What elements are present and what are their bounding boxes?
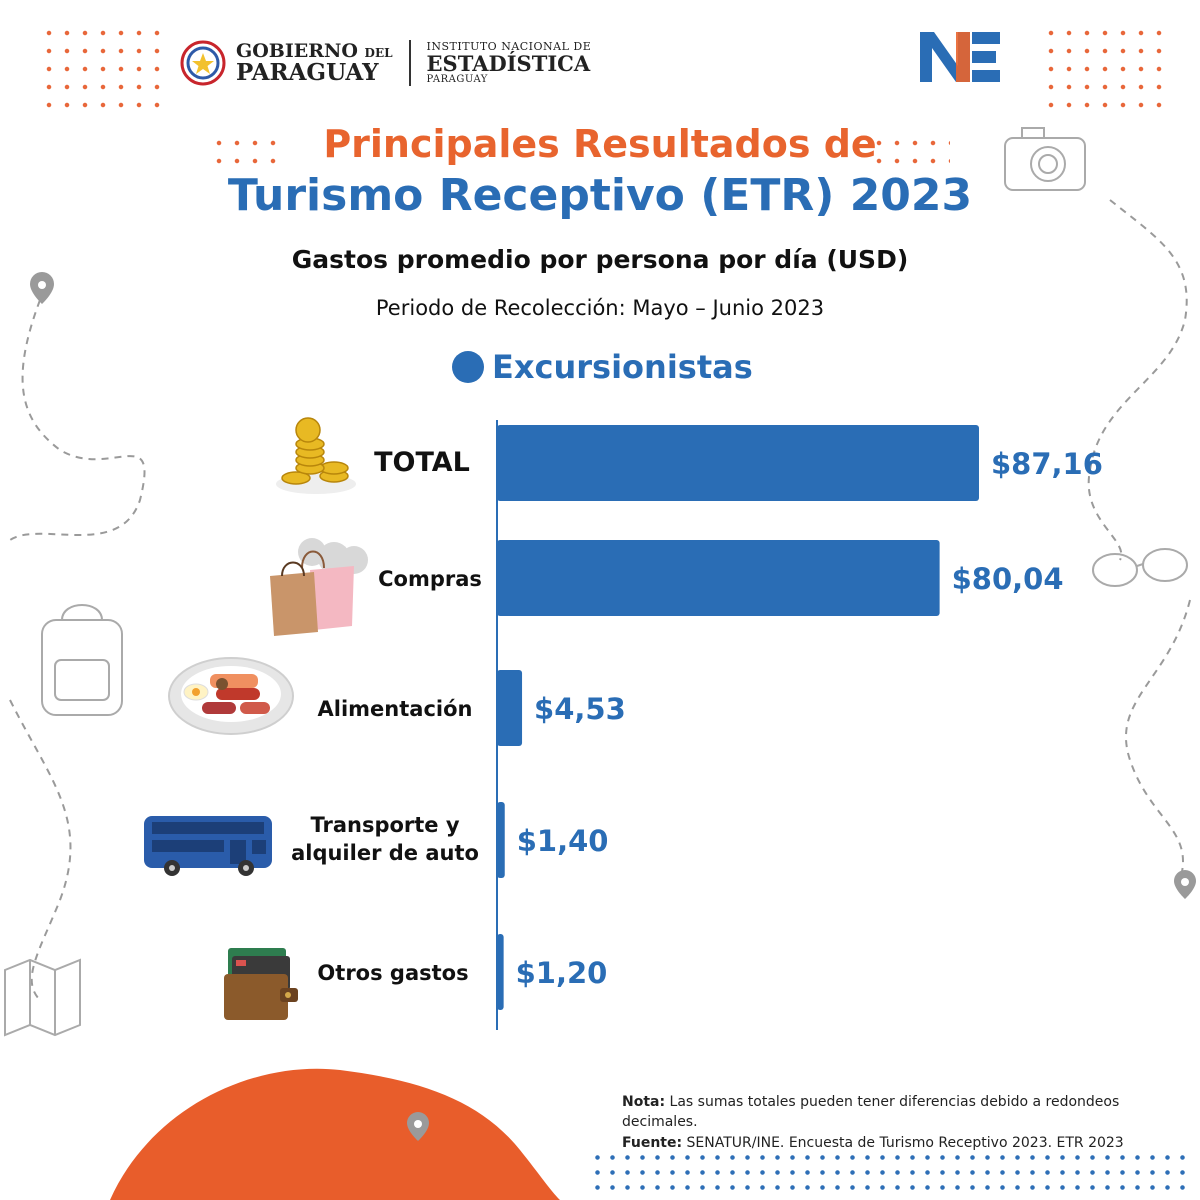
source-text: SENATUR/INE. Encuesta de Turismo Recepti… — [686, 1134, 1124, 1151]
value-label-4: $1,20 — [516, 956, 608, 990]
value-label-0: $87,16 — [991, 447, 1103, 481]
ine-line1: INSTITUTO NACIONAL DE — [426, 39, 592, 53]
dot-pattern-title-left — [210, 134, 278, 166]
category-label-2: Alimentación — [318, 697, 473, 721]
wallet-icon — [224, 948, 298, 1020]
series-legend: Excursionistas — [452, 348, 753, 386]
dot-pattern-top-right — [1042, 24, 1162, 110]
legend-label: Excursionistas — [492, 348, 753, 386]
category-label-4: Otros gastos — [317, 961, 468, 985]
bar-1 — [497, 540, 940, 616]
note-line: Nota: Las sumas totales pueden tener dif… — [622, 1092, 1182, 1133]
ine-line3: PARAGUAY — [426, 73, 488, 85]
ine-line2: ESTADÍSTICA — [426, 50, 591, 76]
bar-3 — [497, 802, 505, 878]
gobierno-del: DEL — [364, 46, 393, 60]
bar-2 — [497, 670, 523, 746]
bar-4 — [497, 934, 504, 1010]
title-line2: Turismo Receptivo (ETR) 2023 — [227, 170, 973, 221]
shopping-bags-icon — [270, 538, 368, 636]
title-line1: Principales Resultados de — [323, 122, 877, 166]
gobierno-logo-text: GOBIERNO DEL PARAGUAY — [236, 40, 393, 86]
note-text: Las sumas totales pueden tener diferenci… — [622, 1094, 1120, 1131]
bar-0 — [497, 425, 979, 501]
ine-logo-mark — [920, 32, 1000, 82]
paraguay-seal-icon — [180, 40, 226, 86]
food-plate-icon — [168, 657, 294, 735]
location-pin-icon — [30, 272, 54, 304]
chart-subtitle: Gastos promedio por persona por día (USD… — [291, 245, 909, 274]
dot-pattern-top-left — [40, 24, 160, 110]
dot-pattern-title-right — [870, 134, 950, 166]
gobierno-line2: PARAGUAY — [236, 59, 379, 86]
value-label-3: $1,40 — [517, 824, 609, 858]
value-label-1: $80,04 — [952, 562, 1064, 596]
dot-pattern-bottom — [590, 1150, 1190, 1198]
collection-period: Periodo de Recolección: Mayo – Junio 202… — [375, 296, 825, 320]
note-label: Nota: — [622, 1094, 666, 1110]
category-label-1: Compras — [378, 567, 482, 591]
bus-icon — [144, 816, 272, 876]
gobierno-line1: GOBIERNO — [236, 40, 358, 62]
category-label-0: TOTAL — [374, 447, 470, 478]
coins-icon — [276, 417, 356, 494]
ine-logo-text: INSTITUTO NACIONAL DE ESTADÍSTICA PARAGU… — [427, 41, 592, 85]
source-line: Fuente: SENATUR/INE. Encuesta de Turismo… — [622, 1133, 1182, 1153]
category-label-3: Transporte y alquiler de auto — [291, 813, 479, 865]
footer-notes: Nota: Las sumas totales pueden tener dif… — [622, 1092, 1182, 1153]
source-label: Fuente: — [622, 1134, 683, 1151]
header-logos: GOBIERNO DEL PARAGUAY INSTITUTO NACIONAL… — [180, 40, 591, 86]
value-label-2: $4,53 — [534, 692, 626, 726]
legend-marker — [452, 351, 484, 383]
logo-divider — [408, 40, 411, 86]
